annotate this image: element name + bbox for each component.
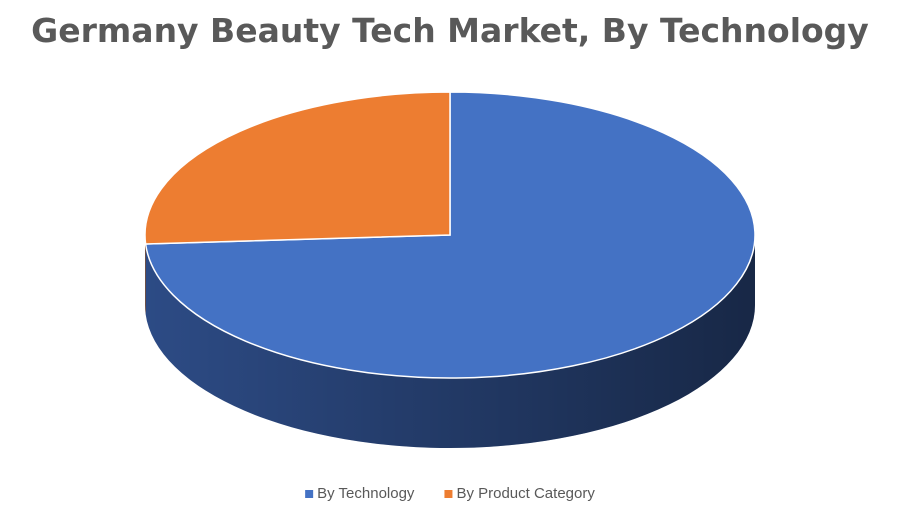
chart-title: Germany Beauty Tech Market, By Technolog… (31, 11, 869, 50)
legend-label: By Product Category (456, 485, 595, 502)
pie (144, 91, 756, 448)
legend-label: By Technology (317, 485, 415, 502)
legend-swatch (305, 490, 314, 498)
slice (144, 91, 451, 245)
slice-side-shade (145, 235, 146, 314)
legend-swatch (444, 490, 453, 498)
legend: By Technology By Product Category (305, 485, 595, 502)
slice-side-shade (145, 235, 755, 448)
